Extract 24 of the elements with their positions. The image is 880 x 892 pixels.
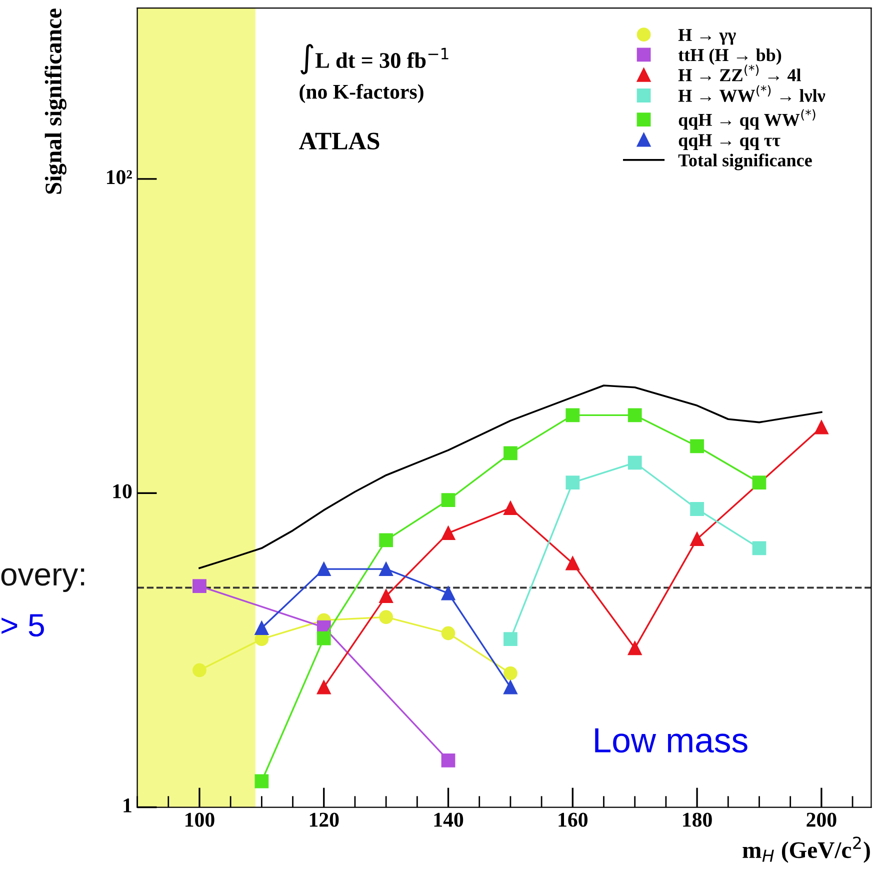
annotation: Low mass	[595, 728, 748, 753]
annotation: ∫L dt = 30 fb$^{−1}$	[300, 44, 448, 74]
y-tick-label: 10²	[107, 170, 132, 184]
legend-label: H → γγ	[678, 29, 736, 45]
x-tick-label: 100	[186, 812, 214, 827]
annotation: (no K-factors)	[300, 84, 424, 104]
legend-label: Total significance	[678, 154, 812, 170]
x-tick-label: 120	[310, 812, 339, 827]
y-axis-title: Signal significance	[44, 8, 66, 194]
text: overy:	[1, 568, 84, 592]
legend-label: qqH → qq WW$^{(*)}$	[678, 109, 816, 130]
y-tick-label: 10	[113, 484, 132, 498]
text: > 5	[2, 614, 44, 637]
y-tick-label: 1	[124, 798, 132, 812]
legend-label: qqH → qq ττ	[678, 134, 780, 150]
annotation: ATLAS	[298, 132, 380, 150]
x-tick-label: 160	[558, 812, 588, 827]
x-tick-label: 200	[806, 812, 836, 827]
legend-label: H → WW$^{(*)}$ → lνlν	[678, 85, 826, 102]
legend-label: H → ZZ$^{(*)}$ → 4l	[678, 64, 801, 82]
x-tick-label: 180	[683, 812, 712, 827]
x-tick-label: 140	[434, 812, 464, 827]
legend-label: ttH (H → bb)	[678, 48, 782, 65]
x-axis-title: m$_{H}$ (GeV/c$^{2}$)	[742, 836, 870, 863]
